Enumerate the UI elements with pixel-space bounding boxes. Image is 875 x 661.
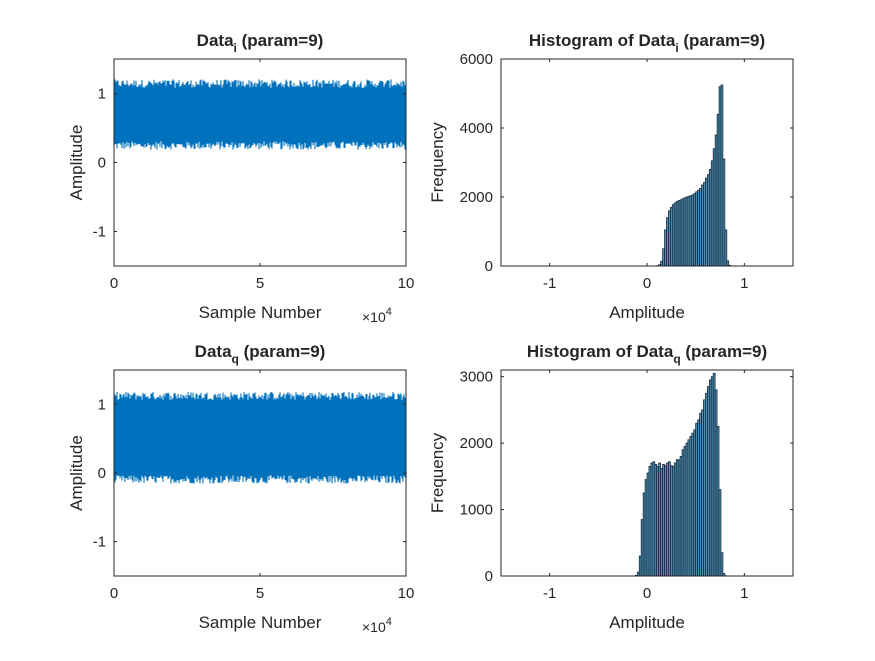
histogram-bar [721, 553, 723, 576]
y-axis-label: Amplitude [67, 435, 86, 511]
x-tick-label: 0 [110, 585, 118, 602]
x-tick-label: 10 [398, 585, 415, 602]
y-axis-label: Frequency [428, 432, 447, 513]
y-axis-label: Frequency [428, 122, 447, 203]
signal-trace [114, 79, 406, 149]
title-suffix: (param=9) [237, 31, 323, 50]
x-axis-label: Sample Number [199, 613, 322, 632]
plot-area [114, 392, 406, 484]
title-main: Data [197, 31, 234, 50]
axes-background [501, 59, 793, 266]
title-main: Histogram of Data [527, 342, 674, 361]
subplot-1: 0 5 10 -1 0 1 Datai (param=9) Sample Number Ampl… [67, 31, 414, 325]
chart-title: Datai (param=9) [197, 31, 324, 55]
x-tick-label: 0 [643, 275, 651, 292]
signal-trace [114, 392, 406, 484]
subplot-4: -1 0 1 0 1000 2000 3000 Histogram of Dataq (par… [428, 342, 793, 632]
y-tick-label: 0 [485, 258, 493, 275]
y-tick-label: 0 [485, 568, 493, 585]
y-tick-label: 1000 [460, 502, 493, 519]
x-axis-label: Sample Number [199, 303, 322, 322]
x-tick-label: 10 [398, 275, 415, 292]
subplot-2: -1 0 1 0 2000 4000 6000 Histogram of Datai (par… [428, 31, 793, 322]
title-subscript: q [232, 352, 239, 366]
x-exponent-label: ×104 [362, 616, 392, 635]
y-tick-label: 0 [98, 465, 106, 482]
x-tick-label: 1 [740, 275, 748, 292]
x-axis-label: Amplitude [609, 613, 685, 632]
exponent-power: 4 [386, 306, 392, 318]
x-tick-label: -1 [543, 275, 556, 292]
plot-area [114, 79, 406, 149]
x-tick-label: -1 [543, 585, 556, 602]
y-tick-label: 4000 [460, 120, 493, 137]
chart-title: Histogram of Dataq (param=9) [527, 342, 767, 366]
x-tick-label: 5 [256, 275, 264, 292]
y-tick-label: 2000 [460, 189, 493, 206]
y-tick-label: 2000 [460, 435, 493, 452]
chart-title: Dataq (param=9) [195, 342, 326, 366]
title-main: Data [195, 342, 232, 361]
x-tick-label: 1 [740, 585, 748, 602]
y-tick-label: 1 [98, 86, 106, 103]
chart-title: Histogram of Datai (param=9) [529, 31, 765, 55]
y-tick-label: 3000 [460, 369, 493, 386]
exponent-power: 4 [386, 616, 392, 628]
title-main: Histogram of Data [529, 31, 676, 50]
y-tick-label: 1 [98, 396, 106, 413]
x-tick-label: 0 [643, 585, 651, 602]
title-suffix: (param=9) [679, 31, 765, 50]
x-tick-label: 5 [256, 585, 264, 602]
x-axis-label: Amplitude [609, 303, 685, 322]
x-exponent-label: ×104 [362, 306, 392, 325]
y-axis-label: Amplitude [67, 125, 86, 201]
subplot-3: 0 5 10 -1 0 1 Dataq (param=9) Sample Number Ampl… [67, 342, 414, 635]
exponent-base: ×10 [362, 619, 386, 635]
y-tick-label: 0 [98, 155, 106, 172]
exponent-base: ×10 [362, 309, 386, 325]
y-tick-label: -1 [93, 224, 106, 241]
y-tick-label: 6000 [460, 51, 493, 68]
title-suffix: (param=9) [239, 342, 325, 361]
y-tick-label: -1 [93, 534, 106, 551]
x-tick-label: 0 [110, 275, 118, 292]
title-subscript: q [673, 352, 680, 366]
title-suffix: (param=9) [681, 342, 767, 361]
